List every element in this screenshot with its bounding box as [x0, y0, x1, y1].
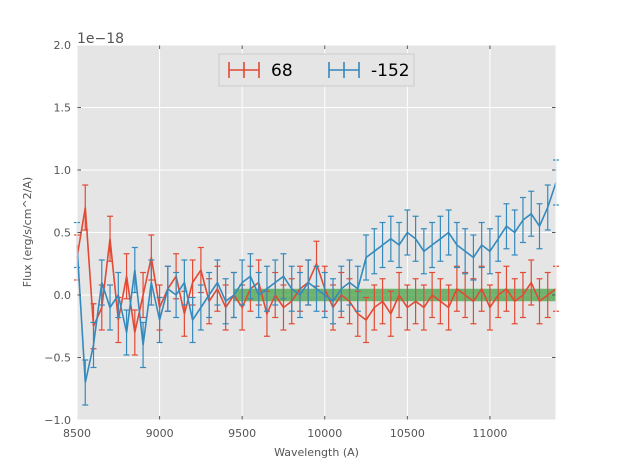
x-axis-label: Wavelength (A)	[274, 446, 359, 459]
legend-marker-68	[228, 62, 260, 78]
y-tick-label: 2.0	[54, 39, 72, 52]
series-line	[76, 182, 557, 383]
y-tick-label: 1.0	[54, 164, 72, 177]
series-layer	[74, 159, 559, 406]
y-tick-label: 0.5	[54, 227, 72, 240]
plot-border	[76, 44, 557, 421]
y-tick-label: −0.5	[44, 352, 71, 365]
y-tick-label: 1.5	[54, 102, 72, 115]
x-tick-label: 10500	[390, 427, 425, 440]
legend: 68 -152	[218, 53, 415, 87]
x-tick-label: 10000	[307, 427, 342, 440]
x-tick-label: 11000	[472, 427, 507, 440]
legend-entry-152: -152	[328, 61, 410, 81]
axes: 8500 9000 9500 10000 10500 11000 −1.0 −0.5 0.0 0.…	[44, 39, 557, 440]
series-0	[74, 184, 559, 356]
x-tick-label: 9500	[228, 427, 256, 440]
legend-entry-68: 68	[228, 61, 293, 81]
y-axis-label: Flux (erg/s/cm^2/A)	[21, 177, 34, 287]
series-1	[74, 159, 559, 406]
x-tick-label: 9000	[146, 427, 174, 440]
series-line	[76, 207, 557, 333]
y-tick-label: −1.0	[44, 414, 71, 427]
x-tick-label: 8500	[63, 427, 91, 440]
y-tick-label: 0.0	[54, 289, 72, 302]
legend-label-68: 68	[271, 61, 293, 81]
legend-marker-152	[328, 62, 360, 78]
y-offset-label: 1e−18	[77, 31, 124, 47]
legend-label-152: -152	[371, 61, 410, 81]
